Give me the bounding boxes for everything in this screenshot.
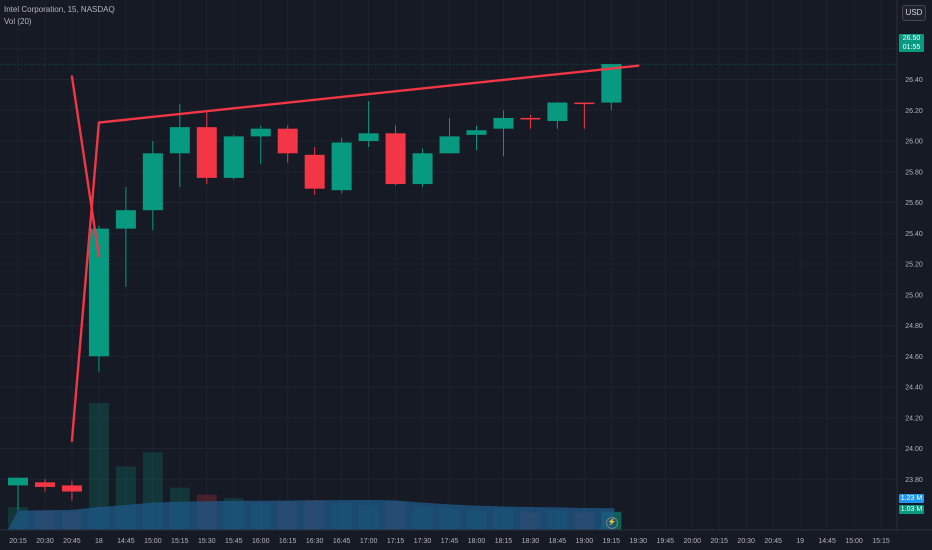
time-tick-label: 18	[95, 538, 103, 545]
candle-body	[466, 130, 487, 135]
time-tick-label: 19:00	[576, 538, 594, 545]
candle-body	[169, 127, 190, 154]
price-tick-label: 24.00	[905, 446, 923, 453]
candlesticks	[8, 64, 622, 510]
price-tick-label: 25.00	[905, 292, 923, 299]
candle-body	[8, 477, 28, 486]
lightning-icon[interactable]: ⚡	[606, 517, 618, 529]
price-tick-label: 24.20	[905, 415, 923, 422]
price-tick-label: 24.60	[905, 354, 923, 361]
price-tick-label: 23.80	[905, 477, 923, 484]
time-tick-label: 17:45	[441, 538, 459, 545]
time-axis: 20:15 20:30 20:45 18 14:45 15:00 15:15 15:30 15:…	[9, 538, 890, 545]
candle-body	[277, 128, 298, 154]
candle-body	[34, 482, 55, 487]
price-tick-label: 24.40	[905, 385, 923, 392]
candle-body	[142, 153, 163, 211]
volume-ma-area	[8, 500, 615, 530]
candle-body	[412, 153, 433, 185]
price-tick-label: 25.80	[905, 169, 923, 176]
price-tick-label: 26.20	[905, 108, 923, 115]
candle-body	[250, 128, 271, 137]
time-tick-label: 20:30	[737, 538, 755, 545]
time-tick-label: 20:15	[710, 538, 728, 545]
candle-body	[574, 102, 595, 105]
candle-body	[358, 133, 379, 141]
time-tick-label: 19:15	[603, 538, 621, 545]
bar-countdown: 01:55	[902, 44, 921, 51]
trendline	[70, 121, 101, 443]
time-tick-label: 18:30	[522, 538, 540, 545]
candle-body	[439, 136, 460, 154]
time-tick-label: 16:00	[252, 538, 270, 545]
time-tick-label: 19	[796, 538, 804, 545]
price-tick-label: 25.20	[905, 262, 923, 269]
candle-body	[601, 64, 622, 103]
candle-body	[196, 127, 217, 178]
time-tick-label: 20:30	[36, 538, 54, 545]
candle-body	[223, 136, 244, 178]
candle-body	[385, 133, 406, 185]
trendline	[97, 64, 640, 124]
candle-body	[304, 154, 325, 189]
candle-body	[115, 210, 136, 229]
last-price-tag: 26.50 01:55	[899, 34, 924, 52]
volume-ma-tag: 1.23 M	[899, 494, 924, 503]
price-tick-label: 26.40	[905, 77, 923, 84]
time-tick-label: 18:45	[549, 538, 567, 545]
time-tick-label: 17:30	[414, 538, 432, 545]
chart-legend: Intel Corporation, 15, NASDAQ Vol (20)	[4, 4, 118, 28]
volume-ma-area-shape	[8, 500, 615, 530]
price-tick-label: 24.80	[905, 323, 923, 330]
time-tick-label: 20:15	[9, 538, 27, 545]
time-tick-label: 20:45	[63, 538, 81, 545]
time-tick-label: 15:45	[225, 538, 243, 545]
time-tick-label: 15:15	[171, 538, 189, 545]
trendlines	[70, 64, 640, 443]
candle-body	[331, 142, 352, 191]
time-tick-label: 20:00	[683, 538, 701, 545]
time-tick-label: 17:00	[360, 538, 378, 545]
time-tick-label: 18:00	[468, 538, 486, 545]
time-tick-label: 14:45	[818, 538, 836, 545]
price-tick-label: 25.40	[905, 231, 923, 238]
last-price-value: 26.50	[902, 35, 921, 42]
candle-body	[493, 117, 514, 129]
time-tick-label: 18:15	[495, 538, 513, 545]
candle-body	[88, 228, 109, 357]
price-tick-label: 26.00	[905, 139, 923, 146]
currency-button[interactable]: USD	[902, 5, 926, 21]
time-tick-label: 19:45	[657, 538, 675, 545]
volume-tag: 1.03 M	[899, 505, 924, 514]
time-tick-label: 14:45	[117, 538, 135, 545]
time-tick-label: 20:45	[764, 538, 782, 545]
price-tick-label: 25.60	[905, 200, 923, 207]
time-tick-label: 16:15	[279, 538, 297, 545]
time-tick-label: 16:45	[333, 538, 351, 545]
volume-indicator-label[interactable]: Vol (20)	[4, 17, 32, 26]
volume-bar	[88, 402, 109, 530]
candle-body	[547, 102, 568, 122]
time-tick-label: 19:30	[630, 538, 648, 545]
time-tick-label: 15:00	[144, 538, 162, 545]
time-tick-label: 15:15	[872, 538, 890, 545]
time-tick-label: 16:30	[306, 538, 324, 545]
candle-body	[61, 485, 82, 492]
time-tick-label: 17:15	[387, 538, 405, 545]
candle-body	[520, 117, 541, 120]
price-axis: 26.6026.4026.2026.0025.8025.6025.4025.20…	[905, 46, 923, 484]
trendline	[70, 75, 101, 258]
time-tick-label: 15:30	[198, 538, 216, 545]
symbol-title[interactable]: Intel Corporation, 15, NASDAQ	[4, 5, 115, 14]
time-tick-label: 15:00	[845, 538, 863, 545]
